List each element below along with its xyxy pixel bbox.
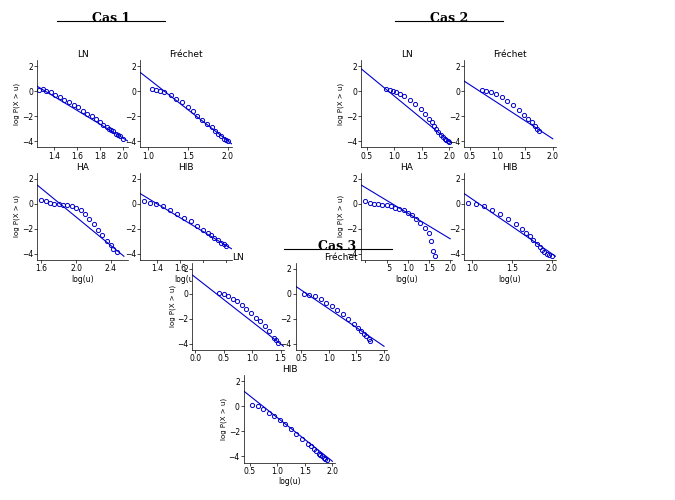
X-axis label: log(u): log(u)	[72, 274, 94, 283]
Y-axis label: log P(X > u): log P(X > u)	[221, 398, 227, 440]
Y-axis label: log P(X > u): log P(X > u)	[169, 285, 176, 328]
Text: Cas 2: Cas 2	[430, 12, 468, 26]
Text: Cas 3: Cas 3	[319, 240, 356, 253]
Text: Cas 1: Cas 1	[92, 12, 130, 26]
Title: LN: LN	[232, 252, 244, 262]
Title: HIB: HIB	[282, 365, 297, 374]
Title: HIB: HIB	[178, 162, 194, 172]
Title: LN: LN	[401, 50, 412, 59]
Title: Fréchet: Fréchet	[169, 50, 202, 59]
X-axis label: log(u): log(u)	[396, 274, 418, 283]
Y-axis label: log P(X > u): log P(X > u)	[14, 82, 20, 125]
Y-axis label: log P(X > u): log P(X > u)	[14, 195, 20, 238]
Title: LN: LN	[77, 50, 88, 59]
Title: HA: HA	[76, 162, 89, 172]
Y-axis label: log P(X > u): log P(X > u)	[338, 195, 344, 238]
Title: HA: HA	[400, 162, 413, 172]
Y-axis label: log P(X > u): log P(X > u)	[338, 82, 344, 125]
X-axis label: log(u): log(u)	[278, 477, 301, 486]
Title: HIB: HIB	[502, 162, 518, 172]
Title: Fréchet: Fréchet	[493, 50, 526, 59]
X-axis label: log(u): log(u)	[499, 274, 521, 283]
X-axis label: log(u): log(u)	[175, 274, 197, 283]
Title: Fréchet: Fréchet	[325, 252, 358, 262]
